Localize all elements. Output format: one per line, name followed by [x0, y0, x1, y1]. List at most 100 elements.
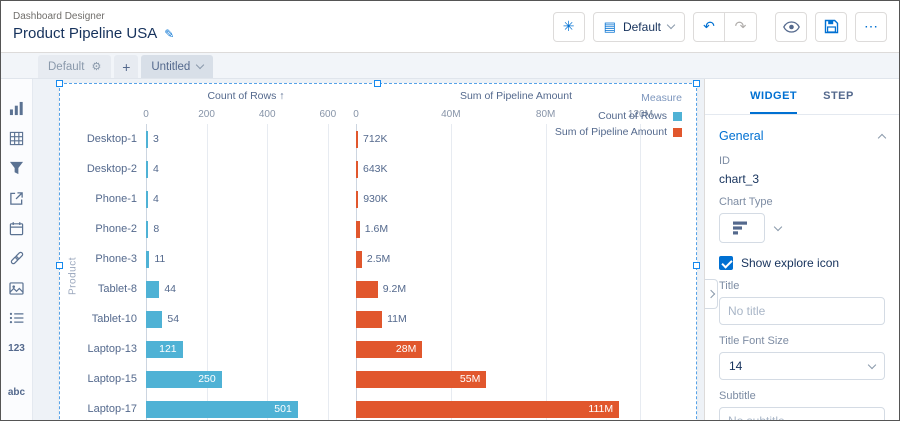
gear-icon[interactable]: ⚙	[91, 61, 102, 73]
legend-entry[interactable]: Sum of Pipeline Amount	[555, 124, 682, 140]
add-page-button[interactable]: +	[114, 55, 139, 78]
axis-ticks: 0 200 400 600	[143, 106, 346, 124]
bar[interactable]: 121	[146, 340, 183, 358]
bar[interactable]	[356, 310, 383, 328]
bar[interactable]: 28M	[356, 340, 423, 358]
template-label: Default	[622, 19, 661, 34]
page-tab-label: Untitled	[151, 60, 191, 73]
bar-value-label: 643K	[363, 163, 388, 175]
image-icon[interactable]	[1, 273, 32, 303]
tick-label: 0	[353, 109, 359, 120]
bar-chart: Measure Count of Rows Sum of Pipeline Amo…	[60, 84, 696, 420]
edit-title-icon[interactable]: ✎	[164, 26, 175, 41]
bar-row: 28M	[356, 334, 676, 364]
page-tab-untitled[interactable]: Untitled	[141, 55, 214, 78]
resize-handle-nw[interactable]	[56, 80, 63, 87]
tick-label: 600	[319, 109, 337, 120]
bar[interactable]: 55M	[356, 370, 487, 388]
subtitle-input[interactable]	[719, 407, 885, 420]
chart-legend: Measure Count of Rows Sum of Pipeline Amo…	[555, 92, 682, 140]
filter-icon[interactable]	[1, 153, 32, 183]
tab-step[interactable]: STEP	[823, 89, 854, 102]
more-actions-button[interactable]: ⋯	[855, 11, 887, 42]
widget-rail: 123 abc	[1, 79, 33, 420]
bar-row: 3	[146, 124, 346, 154]
tab-widget[interactable]: WIDGET	[750, 79, 798, 114]
link-icon[interactable]	[1, 243, 32, 273]
bar-value-label: 121	[159, 343, 177, 355]
bar[interactable]: 111M	[356, 400, 620, 418]
bar-row: 2.5M	[356, 244, 676, 274]
gridline	[267, 124, 269, 420]
bar-value-label: 28M	[395, 343, 417, 355]
bar[interactable]	[146, 190, 148, 208]
tick-label: 400	[258, 109, 276, 120]
list-icon[interactable]	[1, 303, 32, 333]
page-tab-default[interactable]: Default ⚙	[38, 55, 112, 78]
bar[interactable]	[356, 280, 378, 298]
bar[interactable]	[356, 130, 358, 148]
bar[interactable]: 501	[146, 400, 298, 418]
bar[interactable]	[146, 130, 148, 148]
chevron-down-icon[interactable]	[773, 222, 783, 231]
magic-layout-button[interactable]: ✳	[552, 11, 585, 42]
collapse-panel-button[interactable]	[705, 279, 718, 309]
chart-icon[interactable]	[1, 93, 32, 123]
text-icon[interactable]: abc	[7, 386, 26, 398]
header: Dashboard Designer Product Pipeline USA …	[1, 1, 899, 53]
undo-button[interactable]: ↶	[693, 11, 725, 42]
bar-value-label: 54	[167, 313, 180, 325]
axis-title: Count of Rows ↑	[207, 90, 285, 102]
section-general-label: General	[719, 129, 764, 143]
bar-row: 643K	[356, 154, 676, 184]
redo-button[interactable]: ↷	[725, 11, 757, 42]
chart-panel-pipeline-amount: Sum of Pipeline Amount 0 40M 80M 120M 712K 6…	[353, 90, 676, 420]
number-icon[interactable]: 123	[8, 342, 25, 354]
bar[interactable]	[356, 220, 360, 238]
table-icon[interactable]	[1, 123, 32, 153]
bar[interactable]	[356, 250, 362, 268]
bar[interactable]	[146, 220, 149, 238]
bar-value-label: 501	[274, 403, 292, 415]
bar-value-label: 11	[154, 253, 166, 265]
chart-widget[interactable]: Measure Count of Rows Sum of Pipeline Amo…	[56, 80, 700, 420]
resize-handle-w[interactable]	[56, 262, 63, 269]
bar[interactable]	[356, 190, 359, 208]
bar-row: 250	[146, 364, 346, 394]
category-label: Laptop-15	[87, 373, 137, 385]
bar[interactable]	[146, 280, 160, 298]
inspector-panel: WIDGET STEP General ID chart_3 Chart Typ…	[704, 79, 899, 420]
legend-entry[interactable]: Count of Rows	[555, 108, 682, 124]
legend-title: Measure	[641, 92, 682, 104]
bar[interactable]	[146, 310, 163, 328]
bar-row: 121	[146, 334, 346, 364]
checkbox-checked-icon	[719, 256, 733, 270]
navigate-icon[interactable]	[1, 183, 32, 213]
title-input[interactable]	[719, 297, 885, 325]
gridline	[545, 124, 547, 420]
bar-row: 11	[146, 244, 346, 274]
section-general[interactable]: General	[719, 125, 887, 153]
redo-icon: ↷	[734, 18, 747, 34]
bar[interactable]	[146, 250, 150, 268]
resize-handle-n[interactable]	[374, 80, 381, 87]
date-icon[interactable]	[1, 213, 32, 243]
bar[interactable]	[356, 160, 358, 178]
bar-value-label: 9.2M	[382, 283, 407, 295]
chart-type-button[interactable]	[719, 213, 765, 243]
chevron-down-icon	[196, 60, 205, 70]
font-size-value: 14	[729, 359, 743, 373]
dashboard-canvas[interactable]: Measure Count of Rows Sum of Pipeline Amo…	[33, 79, 704, 420]
inspector-tabs: WIDGET STEP	[705, 79, 899, 115]
resize-handle-ne[interactable]	[693, 80, 700, 87]
font-size-select[interactable]: 14	[719, 352, 885, 380]
save-icon	[824, 19, 838, 34]
save-button[interactable]	[815, 11, 847, 42]
plot-area: 3 4 4 8 11 44 54 121 250 501	[146, 124, 346, 420]
bar[interactable]	[146, 160, 148, 178]
show-explore-checkbox[interactable]: Show explore icon	[719, 256, 885, 270]
resize-handle-e[interactable]	[693, 262, 700, 269]
preview-button[interactable]	[775, 11, 807, 42]
template-select-button[interactable]: ▤ Default	[592, 11, 685, 42]
bar[interactable]: 250	[146, 370, 222, 388]
